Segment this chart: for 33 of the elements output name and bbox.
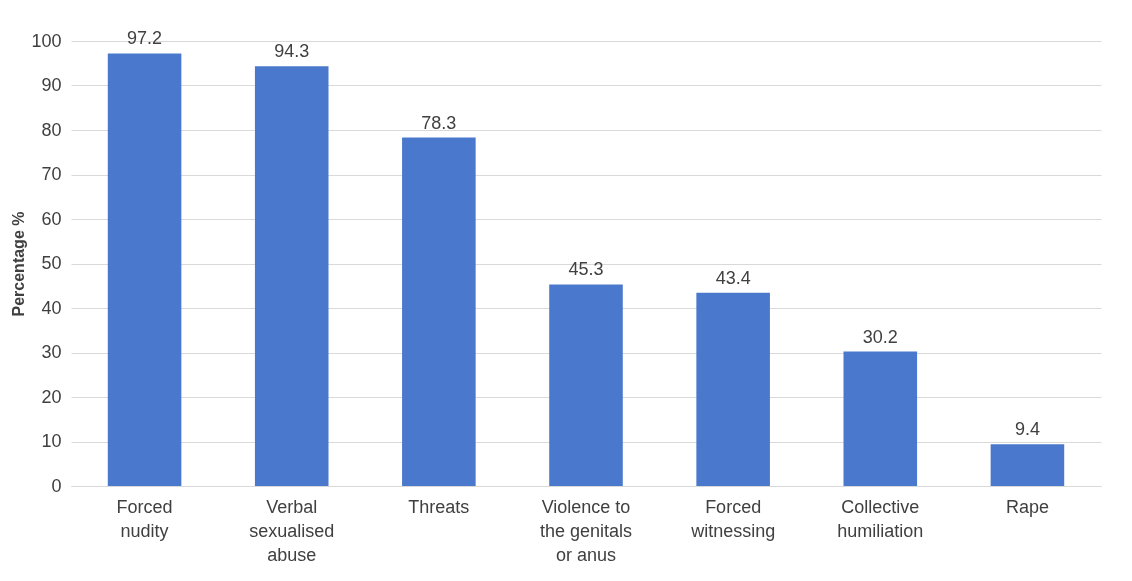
x-tick-label: Verbal sexualised abuse [249, 496, 335, 565]
x-tick-label: Forced witnessing [690, 496, 776, 541]
y-tick-label: 70 [41, 164, 62, 184]
data-label: 9.4 [1014, 419, 1040, 440]
y-tick-label: 10 [41, 431, 62, 451]
bar [402, 137, 476, 486]
y-tick-label: 60 [41, 208, 62, 229]
data-label: 94.3 [274, 41, 310, 62]
y-tick-label: 20 [41, 386, 62, 407]
x-tick-label: Forced nudity [116, 496, 173, 541]
x-tick-label: Collective humiliation [837, 496, 924, 541]
y-tick-label: 90 [41, 75, 62, 95]
x-tick-label: Rape [1005, 496, 1049, 517]
data-label: 43.4 [715, 267, 751, 288]
bar [990, 444, 1065, 486]
y-tick-label: 80 [41, 119, 62, 140]
y-tick-label: 100 [31, 30, 62, 51]
y-tick-label: 40 [41, 297, 62, 318]
y-tick-label: 30 [41, 342, 62, 362]
bar [549, 284, 623, 486]
y-tick-label: 0 [51, 475, 62, 496]
y-tick-label: 50 [41, 253, 62, 273]
y-axis-title: Percentage % [10, 211, 28, 317]
bar [843, 351, 918, 486]
data-label: 45.3 [568, 259, 604, 280]
x-tick-label: Threats [408, 496, 470, 517]
bar [254, 66, 329, 486]
bar [107, 53, 182, 486]
data-label: 78.3 [421, 112, 457, 133]
bar [696, 292, 770, 486]
data-label: 30.2 [862, 326, 898, 347]
data-label: 97.2 [127, 28, 163, 49]
x-tick-label: Violence to the genitals or anus [539, 496, 633, 565]
